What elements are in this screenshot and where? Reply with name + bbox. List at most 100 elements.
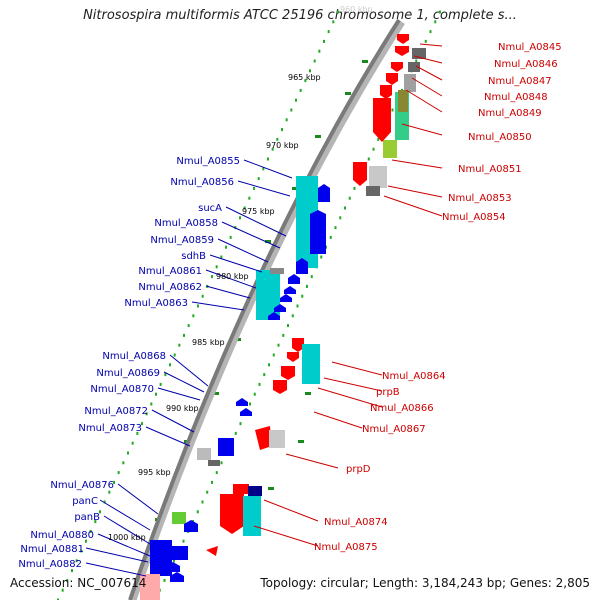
minus-gene-arrow [288, 274, 300, 284]
right-gene-label[interactable]: Nmul_A0847 [488, 76, 552, 87]
tick-dot [108, 490, 111, 494]
left-gene-label[interactable]: sucA [198, 203, 222, 214]
tick-dot [377, 137, 380, 141]
connector-line [411, 77, 443, 97]
tick-dot [277, 343, 280, 347]
left-gene-label[interactable]: Nmul_A0862 [138, 282, 202, 293]
left-gene-label[interactable]: Nmul_A0876 [50, 480, 114, 491]
left-gene-label[interactable]: Nmul_A0880 [30, 530, 94, 541]
right-gene-label[interactable]: Nmul_A0853 [448, 193, 512, 204]
tick-dot [271, 147, 274, 151]
right-gene-label[interactable]: Nmul_A0850 [468, 132, 532, 143]
left-gene-labels[interactable]: Nmul_A0855 Nmul_A0856 sucA Nmul_A0858 Nmul_A… [18, 156, 240, 570]
tick-dot [268, 363, 270, 367]
tick-dot [329, 235, 332, 239]
left-gene-label[interactable]: Nmul_A0870 [90, 384, 154, 395]
left-gene-label[interactable]: Nmul_A0856 [170, 177, 234, 188]
gc-block [197, 448, 211, 460]
right-gene-label[interactable]: Nmul_A0864 [382, 371, 446, 382]
tick-dots [57, 10, 441, 600]
plus-gene-arrow [380, 85, 392, 99]
left-gene-label[interactable]: Nmul_A0881 [20, 544, 84, 555]
left-gene-label[interactable]: sdhB [181, 251, 206, 262]
left-gene-label[interactable]: Nmul_A0873 [78, 423, 142, 434]
left-gene-label[interactable]: Nmul_A0869 [96, 368, 160, 379]
left-gene-label[interactable]: Nmul_A0863 [124, 298, 188, 309]
label-connectors [85, 43, 443, 577]
tick-dot [263, 373, 266, 377]
right-gene-label[interactable]: Nmul_A0846 [494, 59, 558, 70]
connector-line [313, 411, 363, 429]
tick-dot [306, 284, 308, 288]
connector-line [243, 159, 293, 179]
left-gene-label[interactable]: Nmul_A0861 [138, 266, 202, 277]
right-gene-label[interactable]: Nmul_A0851 [458, 164, 522, 175]
left-gene-label[interactable]: Nmul_A0882 [18, 559, 82, 570]
plus-gene-arrow [292, 338, 304, 352]
right-gene-label[interactable]: Nmul_A0875 [314, 542, 378, 553]
right-gene-label[interactable]: Nmul_A0866 [370, 403, 434, 414]
right-gene-label[interactable]: Nmul_A0848 [484, 92, 548, 103]
connector-line [253, 525, 319, 547]
map-title: Nitrosospira multiformis ATCC 25196 chro… [83, 8, 517, 23]
left-gene-label[interactable]: Nmul_A0858 [154, 218, 218, 229]
tick-dot [248, 196, 251, 200]
tick-dot [391, 108, 394, 112]
tick-dot [141, 422, 143, 426]
gc-block [408, 62, 420, 72]
connector-line [217, 238, 269, 263]
left-gene-label[interactable]: panC [72, 496, 98, 507]
right-gene-label[interactable]: Nmul_A0874 [324, 517, 388, 528]
scale-label: 975 kbp [242, 207, 275, 216]
tick-dot [187, 324, 190, 328]
tick-dot [239, 216, 241, 220]
left-gene-label[interactable]: Nmul_A0868 [102, 351, 166, 362]
left-gene-label[interactable]: Nmul_A0859 [150, 235, 214, 246]
right-gene-label[interactable]: Nmul_A0849 [478, 108, 542, 119]
gc-block [140, 574, 160, 600]
connector-line [323, 377, 383, 392]
plus-gene-arrow [391, 62, 403, 72]
scale-label: 990 kbp [166, 404, 199, 413]
tick-dot [334, 226, 337, 230]
tick-dot [103, 500, 106, 504]
right-gene-labels[interactable]: Nmul_A0845 Nmul_A0846 Nmul_A0847 Nmul_A0848… [314, 42, 562, 553]
tick-dot [113, 480, 115, 484]
connector-line [331, 361, 383, 376]
right-gene-label[interactable]: prpB [376, 387, 400, 398]
accession-label: Accession: NC_007614 [10, 576, 147, 590]
tick-dot [290, 108, 293, 112]
right-gene-label[interactable]: Nmul_A0867 [362, 424, 426, 435]
tick-mark [265, 240, 271, 243]
connector-line [205, 285, 251, 299]
tick-dot [320, 255, 323, 259]
tick-dot [281, 128, 283, 132]
tick-dot [257, 177, 260, 181]
left-gene-label[interactable]: panB [74, 512, 100, 523]
left-gene-label[interactable]: Nmul_A0872 [84, 406, 148, 417]
right-gene-label[interactable]: prpD [346, 464, 371, 475]
tick-dot [225, 245, 227, 249]
tick-dot [310, 275, 313, 279]
tick-dot [367, 157, 370, 161]
right-gene-label[interactable]: Nmul_A0845 [498, 42, 562, 53]
plus-gene-arrow [353, 162, 367, 186]
tick-dot [267, 157, 269, 161]
right-gene-label[interactable]: Nmul_A0854 [442, 212, 506, 223]
tick-dot [301, 294, 304, 298]
left-gene-label[interactable]: Nmul_A0855 [176, 156, 240, 167]
plus-gene-block [233, 484, 249, 494]
connector-line [387, 185, 443, 198]
tick-dot [344, 206, 346, 210]
connector-line [209, 254, 263, 273]
tick-dot [201, 294, 204, 298]
minus-gene-arrow [280, 294, 292, 302]
connector-line [391, 159, 443, 169]
tick-mark [315, 135, 321, 138]
tick-dot [131, 441, 134, 445]
topology-label: Topology: circular; Length: 3,184,243 bp… [260, 576, 590, 590]
gc-skew-block [172, 512, 186, 524]
tick-mark [292, 187, 298, 190]
minus-gene-block [218, 438, 234, 456]
